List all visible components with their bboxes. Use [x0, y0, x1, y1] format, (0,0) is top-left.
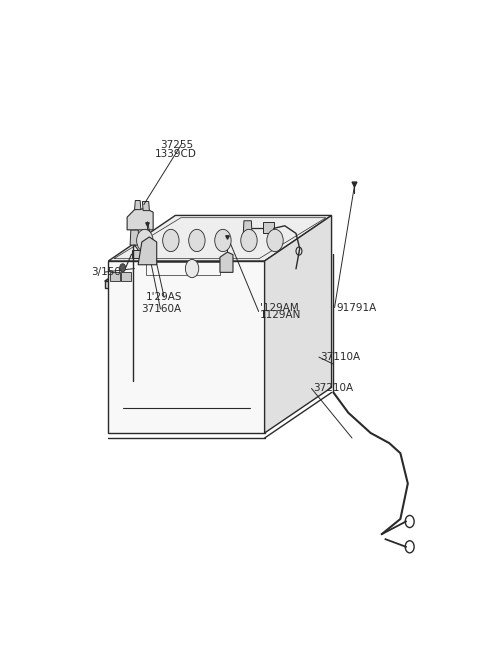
- Polygon shape: [108, 215, 332, 261]
- Polygon shape: [105, 256, 290, 281]
- Text: 37160A: 37160A: [141, 304, 181, 314]
- Polygon shape: [243, 221, 252, 236]
- Circle shape: [267, 229, 283, 252]
- Polygon shape: [253, 256, 290, 288]
- Polygon shape: [132, 250, 146, 258]
- Polygon shape: [121, 272, 131, 281]
- Text: '129AM: '129AM: [260, 302, 299, 313]
- Circle shape: [120, 263, 126, 272]
- Polygon shape: [263, 222, 274, 233]
- Circle shape: [241, 229, 257, 252]
- Polygon shape: [264, 215, 332, 433]
- Circle shape: [189, 229, 205, 252]
- Text: 37210A: 37210A: [313, 384, 353, 394]
- Text: 3/150: 3/150: [91, 267, 121, 277]
- Polygon shape: [130, 230, 139, 245]
- Polygon shape: [108, 261, 264, 433]
- Polygon shape: [110, 272, 120, 281]
- Polygon shape: [143, 202, 149, 211]
- Polygon shape: [134, 200, 141, 210]
- Circle shape: [215, 229, 231, 252]
- Circle shape: [185, 260, 199, 278]
- Polygon shape: [138, 237, 156, 265]
- Text: 37255: 37255: [160, 139, 193, 150]
- Text: 1129AN: 1129AN: [260, 310, 301, 320]
- Text: 1339CD: 1339CD: [155, 148, 197, 159]
- Text: 37110A: 37110A: [321, 352, 360, 362]
- Polygon shape: [127, 209, 153, 230]
- Text: 91791A: 91791A: [336, 302, 376, 313]
- Circle shape: [163, 229, 179, 252]
- Circle shape: [137, 229, 153, 252]
- Polygon shape: [220, 252, 233, 273]
- Text: 1'29AS: 1'29AS: [146, 292, 183, 302]
- Polygon shape: [105, 281, 253, 288]
